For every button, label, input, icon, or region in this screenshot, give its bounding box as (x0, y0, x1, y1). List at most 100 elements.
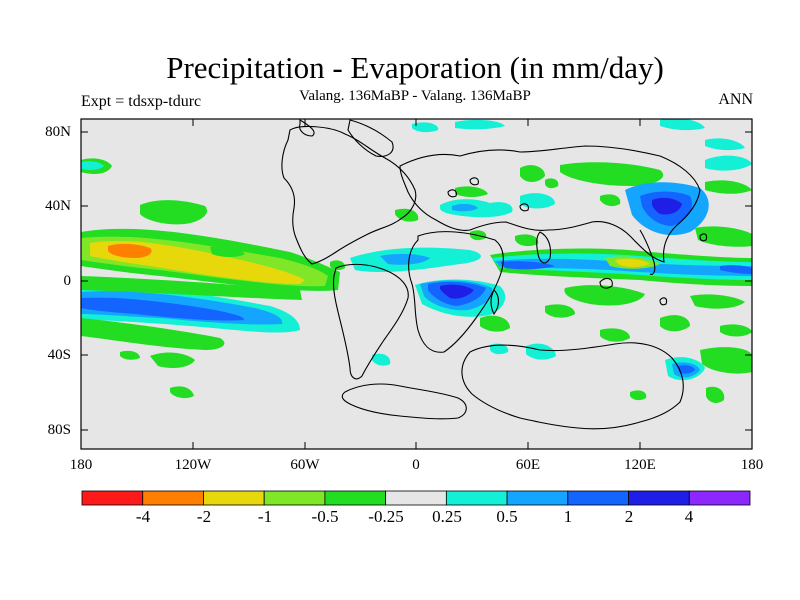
field-region (720, 265, 752, 274)
field-region (108, 243, 152, 258)
coastline-madagascar (490, 289, 500, 316)
axis-ticks (81, 119, 752, 449)
field-region (630, 390, 647, 401)
field-region (705, 138, 745, 151)
experiment-label: Expt = tdsxp-tdurc (81, 93, 202, 110)
field-region (455, 186, 488, 197)
field-region (600, 328, 630, 342)
colorbar-swatch (688, 490, 751, 506)
field-region (490, 343, 509, 355)
field-region (705, 155, 752, 171)
field-region (480, 315, 510, 332)
map-subtitle: Valang. 136MaBP - Valang. 136MaBP (299, 88, 531, 104)
field-region (380, 253, 430, 265)
colorbar-swatch (567, 490, 629, 506)
coastline-india (536, 231, 552, 264)
field-region (150, 352, 195, 368)
field-region (120, 350, 140, 360)
colorbar-label: -4 (135, 507, 151, 526)
field-region (412, 122, 439, 133)
field-region (330, 260, 346, 271)
field-region (81, 297, 245, 321)
field-region (210, 245, 245, 257)
field-region (545, 304, 575, 318)
field-region (440, 284, 474, 299)
colorbar-label: 1 (563, 507, 573, 526)
coastline-eurasia (399, 145, 701, 263)
colorbar-swatch (81, 490, 144, 506)
colorbar-label: -0.25 (368, 507, 404, 526)
field-region (500, 261, 555, 270)
coastline-africa (408, 231, 504, 353)
colorbar-swatch (263, 490, 326, 506)
coastline-south-america (332, 263, 409, 380)
field-region (720, 324, 752, 337)
field-region (520, 165, 545, 182)
lon-tick-label: 180 (69, 457, 93, 473)
coastline-pacific-islands (659, 233, 708, 306)
lon-tick-label: 60W (290, 457, 320, 473)
field-region (652, 197, 682, 215)
field-region (560, 162, 664, 186)
coastline-southeast-islands (599, 277, 613, 289)
field-region (600, 194, 621, 207)
colorbar-label: -1 (257, 507, 273, 526)
lat-tick-label: 80N (45, 124, 71, 140)
colorbar-label: 0.25 (432, 507, 462, 526)
coastline-layer (281, 119, 708, 430)
lon-tick-label: 60E (515, 457, 541, 473)
field-region (660, 315, 690, 332)
coastline-australia-antarctica (461, 342, 684, 430)
field-region (678, 365, 695, 374)
field-region (372, 353, 391, 366)
field-region (564, 285, 645, 306)
lat-tick-label: 0 (63, 273, 72, 289)
field-region (520, 193, 555, 209)
lon-tick-label: 120E (624, 457, 656, 473)
coastline-japan-arc (639, 229, 656, 275)
field-region (140, 200, 208, 225)
field-region (455, 119, 505, 130)
colorbar-label: 0.5 (496, 507, 518, 526)
field-region (690, 294, 745, 309)
field-region (545, 178, 559, 189)
field-region (700, 347, 752, 374)
field-region (81, 276, 302, 300)
field-region (81, 161, 104, 170)
field-region (695, 226, 752, 247)
coastline-tethys-islands (447, 177, 529, 212)
colorbar-swatch (628, 490, 690, 506)
field-layer (81, 119, 752, 403)
lon-tick-label: 180 (740, 457, 764, 473)
field-region (526, 343, 556, 360)
colorbar-swatch (385, 490, 447, 506)
colorbar-label: 2 (624, 507, 634, 526)
colorbar-label: 4 (684, 507, 694, 526)
colorbar-swatch (203, 490, 265, 506)
colorbar-swatch (324, 490, 387, 506)
lat-tick-label: 80S (47, 422, 71, 438)
lat-tick-label: 40S (47, 347, 71, 363)
colorbar-swatch (445, 490, 508, 506)
field-region (705, 180, 752, 194)
field-region (170, 386, 194, 399)
colorbar-swatch (142, 490, 204, 506)
field-region (615, 258, 650, 267)
colorbar (81, 490, 751, 506)
coastline-greenland (347, 119, 394, 157)
coastline-arctic-islands (299, 119, 315, 137)
lat-tick-label: 40N (45, 198, 71, 214)
season-label: ANN (718, 91, 753, 108)
field-region (706, 386, 725, 403)
map-title: Precipitation - Evaporation (in mm/day) (166, 50, 664, 85)
lon-tick-label: 0 (412, 457, 420, 473)
colorbar-swatch (506, 490, 569, 506)
coastline-antarctica-west (341, 383, 467, 420)
lon-tick-label: 120W (174, 457, 212, 473)
field-region (81, 318, 225, 350)
field-region (452, 203, 478, 212)
colorbar-label: -2 (196, 507, 212, 526)
field-region (515, 234, 539, 247)
colorbar-label: -0.5 (311, 507, 339, 526)
